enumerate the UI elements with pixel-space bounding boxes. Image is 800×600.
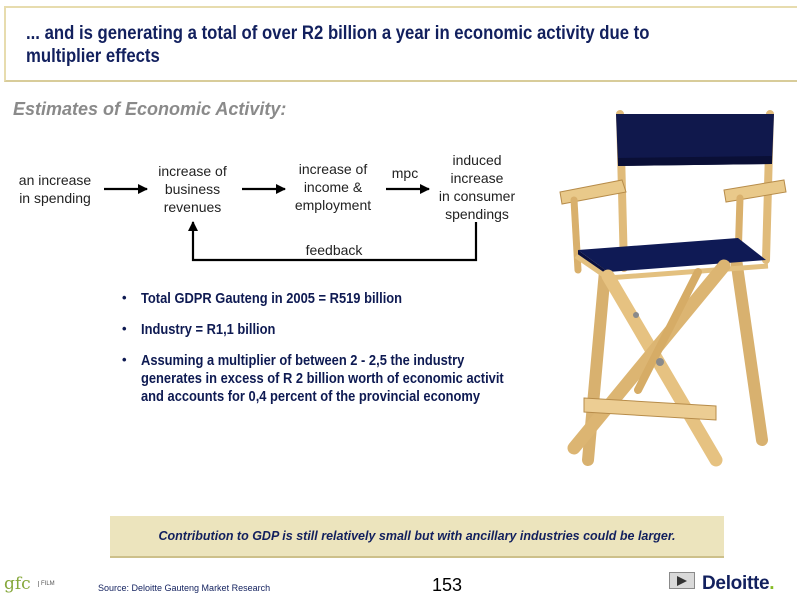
page-number: 153 [432, 575, 463, 595]
source-note: Source: Deloitte Gauteng Market Research [98, 583, 271, 593]
feedback-arrow [188, 221, 478, 262]
title-line-2: multiplier effects [26, 46, 160, 67]
bullet-icon: • [122, 321, 127, 336]
flow-node-4: induced increase in consumer spendings [438, 152, 516, 222]
flow-arrows [104, 184, 478, 262]
slide-title: ... and is generating a total of over R2… [26, 22, 660, 68]
bullet-list: • Total GDPR Gauteng in 2005 = R519 bill… [122, 290, 562, 419]
deloitte-logo: Deloitte. [702, 573, 775, 594]
flow-node-2: increase of business revenues [158, 163, 227, 215]
bullet-icon: • [122, 352, 127, 367]
feedback-label: feedback [305, 242, 363, 258]
flow-node-3: increase of income & employment [294, 161, 372, 213]
title-line-1: ... and is generating a total of over R2… [26, 23, 650, 44]
bullet-item: • Industry = R1,1 billion [122, 321, 276, 338]
flow-node-1: an increase in spending [18, 172, 92, 206]
section-subtitle: Estimates of Economic Activity: [13, 99, 287, 119]
bullet-icon: • [122, 290, 127, 305]
flow-diagram: an increase in spending increase of busine… [0, 140, 530, 270]
mpc-label: mpc [391, 165, 419, 181]
directors-chair-image [559, 110, 787, 467]
bullet-item: • Assuming a multiplier of between 2 - 2… [122, 352, 504, 405]
gfc-film-logo: gfc FILM [4, 574, 55, 594]
title-box: ... and is generating a total of over R2… [4, 6, 797, 82]
next-slide-button[interactable] [669, 572, 695, 589]
play-icon [677, 575, 687, 586]
summary-note: Contribution to GDP is still relatively … [110, 516, 724, 558]
bullet-item: • Total GDPR Gauteng in 2005 = R519 bill… [122, 290, 403, 307]
